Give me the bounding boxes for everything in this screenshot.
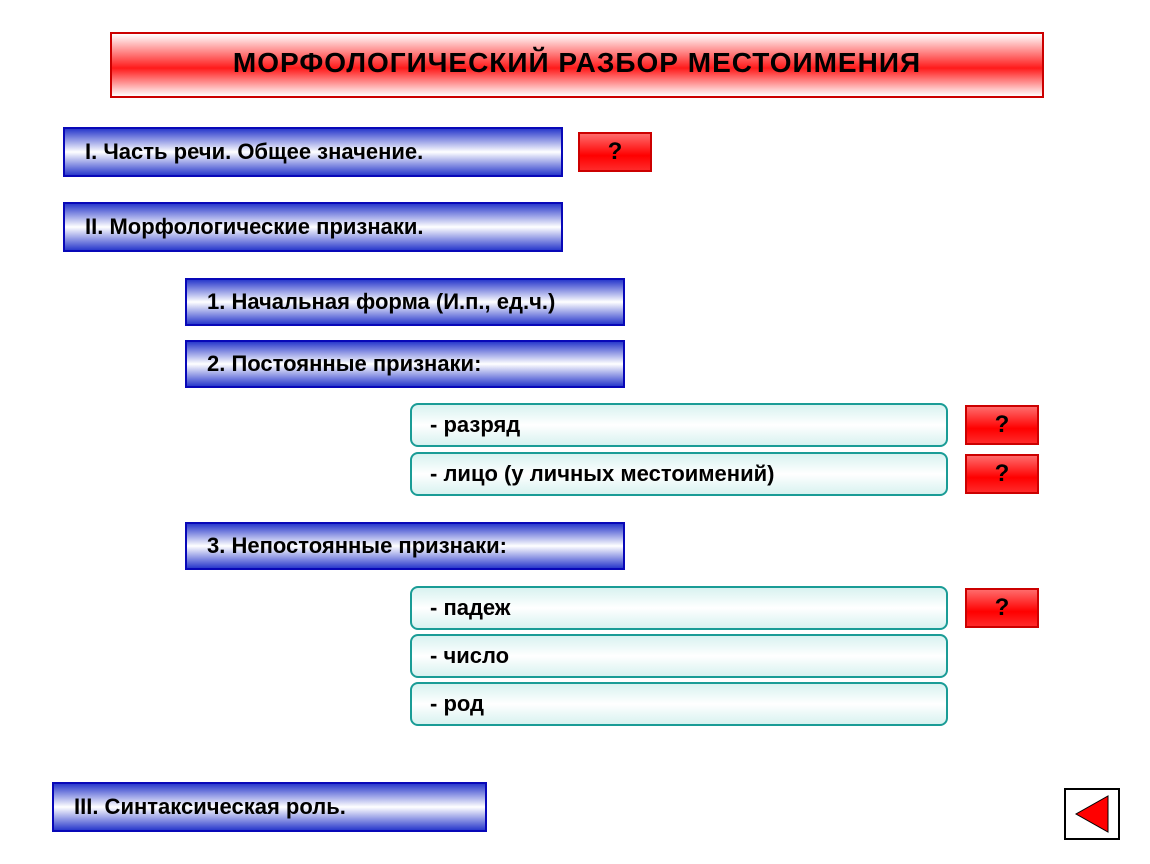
help-button-4[interactable]: ? (965, 588, 1039, 628)
item-2-label: 2. Постоянные признаки: (207, 351, 481, 377)
sub-2b-label: - лицо (у личных местоимений) (430, 461, 774, 487)
sub-3a-label: - падеж (430, 595, 510, 621)
sub-2a: - разряд (410, 403, 948, 447)
sub-3b-label: - число (430, 643, 509, 669)
back-button[interactable] (1064, 788, 1120, 840)
help-button-1[interactable]: ? (578, 132, 652, 172)
sub-3c-label: - род (430, 691, 484, 717)
item-3-label: 3. Непостоянные признаки: (207, 533, 507, 559)
sub-2b: - лицо (у личных местоимений) (410, 452, 948, 496)
item-1: 1. Начальная форма (И.п., ед.ч.) (185, 278, 625, 326)
sub-3b: - число (410, 634, 948, 678)
item-3: 3. Непостоянные признаки: (185, 522, 625, 570)
help-button-3[interactable]: ? (965, 454, 1039, 494)
sub-3c: - род (410, 682, 948, 726)
section-2-label: II. Морфологические признаки. (85, 214, 424, 240)
section-3: III. Синтаксическая роль. (52, 782, 487, 832)
sub-3a: - падеж (410, 586, 948, 630)
triangle-left-icon (1066, 790, 1118, 838)
sub-2a-label: - разряд (430, 412, 520, 438)
section-2: II. Морфологические признаки. (63, 202, 563, 252)
section-3-label: III. Синтаксическая роль. (74, 794, 346, 820)
section-1-label: I. Часть речи. Общее значение. (85, 139, 423, 165)
item-2: 2. Постоянные признаки: (185, 340, 625, 388)
help-button-2[interactable]: ? (965, 405, 1039, 445)
item-1-label: 1. Начальная форма (И.п., ед.ч.) (207, 289, 555, 315)
title: МОРФОЛОГИЧЕСКИЙ РАЗБОР МЕСТОИМЕНИЯ (110, 32, 1044, 98)
section-1: I. Часть речи. Общее значение. (63, 127, 563, 177)
